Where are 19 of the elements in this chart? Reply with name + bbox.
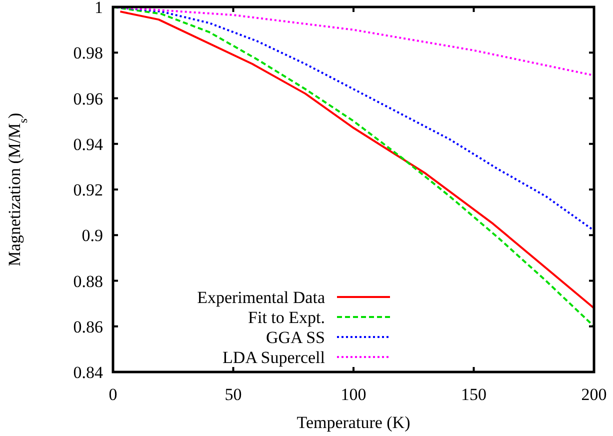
x-tick-label: 200 [581,385,607,404]
y-tick-label: 0.98 [73,44,103,63]
x-tick-label: 150 [461,385,486,404]
legend-label: Experimental Data [197,288,326,307]
y-tick-label: 0.9 [82,226,103,246]
x-tick-label: 100 [340,385,366,404]
x-tick-label: 0 [108,385,118,404]
y-tick-label: 0.96 [73,89,103,108]
legend-label: LDA Supercell [222,348,326,367]
y-tick-label: 0.92 [73,180,103,200]
y-tick-label: 0.94 [73,134,104,154]
y-tick-label: 1 [94,0,103,17]
y-tick-label: 0.88 [73,272,103,291]
x-tick-label: 50 [224,385,242,404]
legend-label: Fit to Expt. [248,308,325,327]
x-axis-title: Temperature (K) [296,413,410,432]
y-tick-label: 0.86 [73,317,103,336]
legend-label: GGA SS [266,328,325,347]
y-tick-label: 0.84 [73,363,104,382]
